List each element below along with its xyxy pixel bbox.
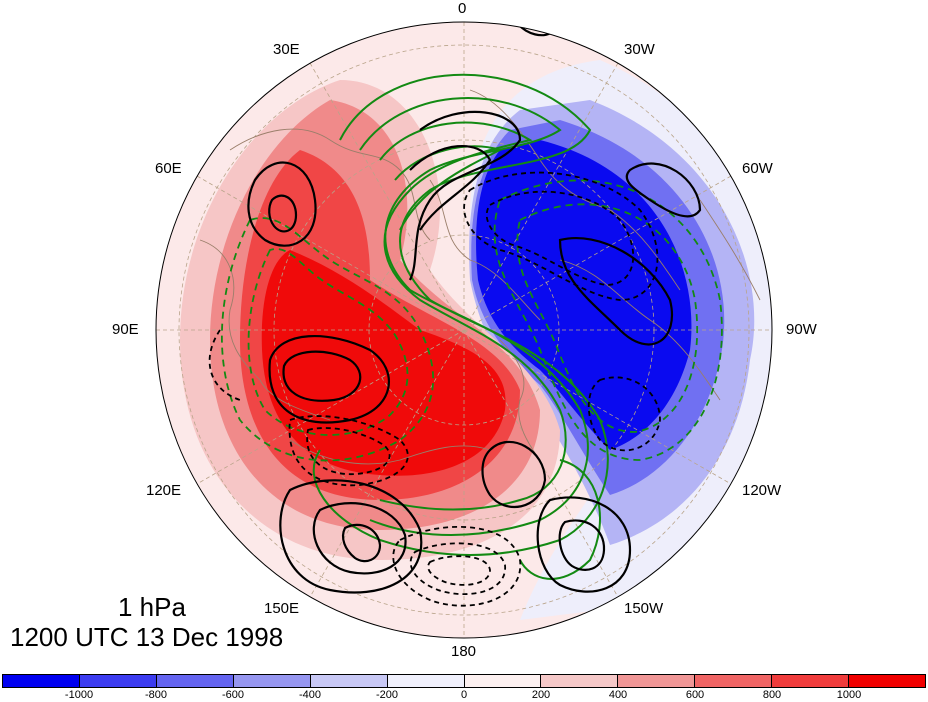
lon-label-30e: 30E: [273, 41, 300, 58]
colorbar-tick-label: -800: [144, 689, 168, 701]
colorbar-box: [79, 675, 157, 687]
colorbar-tick-label: 600: [685, 689, 705, 701]
lon-label-90e: 90E: [112, 321, 139, 338]
colorbar-box: [156, 675, 234, 687]
lon-label-0: 0: [458, 0, 467, 17]
colorbar-box: [387, 675, 465, 687]
map-boundary: [155, 21, 773, 639]
black-solid-contours: [247, 22, 702, 594]
colorbar-tick-label: 400: [608, 689, 628, 701]
datetime-caption: 1200 UTC 13 Dec 1998: [10, 622, 284, 652]
lon-label-30w: 30W: [624, 41, 655, 58]
lon-label-180: 180: [451, 643, 477, 660]
colorbar-box: [233, 675, 311, 687]
colorbar-tick-label: 1000: [836, 689, 862, 701]
colorbar-box: [772, 675, 850, 687]
colorbar-tick-label: 800: [762, 689, 782, 701]
colorbar-box: [541, 675, 619, 687]
lon-label-120e: 120E: [146, 482, 182, 499]
colorbar-box: [695, 675, 773, 687]
black-dashed-contours: [208, 171, 661, 607]
pressure-level-caption: 1 hPa: [118, 592, 186, 622]
colorbar-tick-label: -200: [375, 689, 399, 701]
colorbar-box: [849, 675, 926, 687]
colorbar-box: [464, 675, 542, 687]
lon-label-150w: 150W: [624, 600, 664, 617]
colorbar: [2, 674, 926, 688]
lon-label-120w: 120W: [742, 482, 782, 499]
colorbar-tick-label: -1000: [64, 689, 94, 701]
lon-label-60w: 60W: [742, 160, 773, 177]
lon-label-90w: 90W: [786, 321, 817, 338]
colorbar-tick-label: 0: [460, 689, 468, 701]
lon-label-60e: 60E: [155, 160, 182, 177]
colorbar-tick-label: 200: [531, 689, 551, 701]
colorbar-tick-label: -400: [298, 689, 322, 701]
colorbar-tick-label: -600: [221, 689, 245, 701]
colorbar-box: [618, 675, 696, 687]
colorbar-box: [3, 675, 80, 687]
lon-label-150e: 150E: [264, 600, 300, 617]
colorbar-box: [310, 675, 388, 687]
